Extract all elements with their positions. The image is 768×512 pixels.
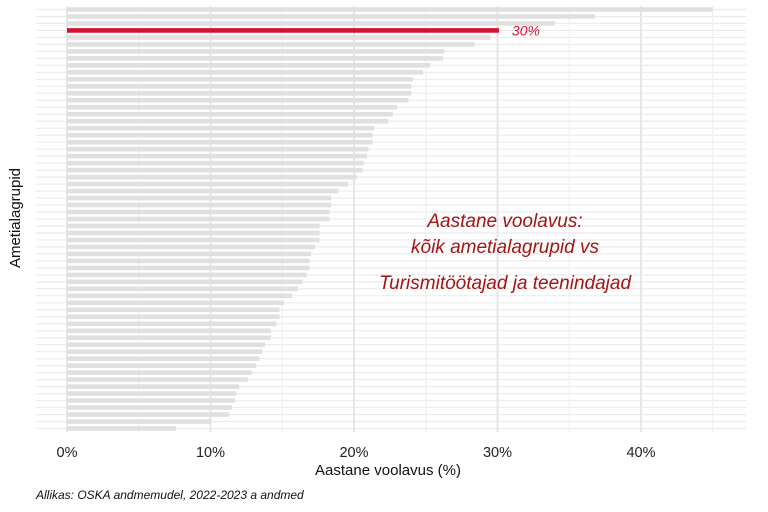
- x-tick-label: 0%: [57, 445, 78, 461]
- bar: [67, 111, 393, 117]
- x-tick-label: 40%: [626, 445, 655, 461]
- bar: [67, 153, 367, 159]
- source-caption: Allikas: OSKA andmemudel, 2022-2023 a an…: [35, 488, 304, 502]
- bar: [67, 398, 235, 403]
- bar: [67, 244, 316, 250]
- bar: [67, 223, 320, 229]
- annotation-line-1: Aastane voolavus:: [426, 211, 582, 232]
- x-tick-label: 30%: [483, 445, 512, 461]
- bar: [67, 391, 237, 396]
- y-axis-title: Ametialagrupid: [7, 168, 24, 268]
- bar: [67, 167, 363, 173]
- bar: [67, 49, 445, 54]
- bar: [67, 174, 357, 180]
- annotation-line-2: kõik ametialagrupid vs: [411, 237, 599, 258]
- bar: [67, 21, 555, 26]
- bar: [67, 405, 233, 410]
- bar: [67, 419, 211, 424]
- bar: [67, 63, 431, 68]
- bar: [67, 286, 299, 292]
- bar: [67, 181, 349, 187]
- bar: [67, 251, 311, 257]
- bar: [67, 412, 230, 417]
- bar: [67, 97, 409, 103]
- bar: [67, 146, 369, 152]
- bar: [67, 84, 412, 89]
- bar: [67, 70, 423, 75]
- bar: [67, 237, 320, 243]
- bar: [67, 132, 373, 138]
- bar: [67, 293, 293, 299]
- bar: [67, 230, 320, 236]
- bar: [67, 314, 280, 320]
- bar: [67, 258, 310, 264]
- bars-layer: [67, 7, 713, 431]
- bar: [67, 384, 240, 389]
- bar: [67, 195, 332, 201]
- bar: [67, 328, 271, 334]
- bar: [67, 188, 339, 194]
- bar: [67, 160, 365, 166]
- bar: [67, 426, 177, 431]
- bar: [67, 125, 375, 131]
- bar: [67, 356, 260, 361]
- bar: [67, 349, 263, 354]
- bar: [67, 104, 398, 110]
- bar: [67, 90, 412, 96]
- bar: [67, 377, 248, 382]
- bar: [67, 56, 443, 61]
- bar: [67, 300, 284, 306]
- bar: [67, 370, 253, 375]
- bar: [67, 209, 330, 215]
- bar-highlight: [67, 28, 499, 33]
- bar: [67, 307, 280, 313]
- bar: [67, 14, 596, 19]
- bar: [67, 139, 373, 145]
- highlight-data-label: 30%: [512, 22, 540, 38]
- bar: [67, 272, 307, 278]
- bar: [67, 265, 310, 271]
- bar: [67, 35, 491, 40]
- bar: [67, 342, 266, 348]
- bar: [67, 335, 271, 341]
- x-axis-title: Aastane voolavus (%): [315, 462, 461, 479]
- bar: [67, 42, 475, 47]
- bar: [67, 321, 277, 327]
- bar: [67, 216, 330, 222]
- bar: [67, 202, 332, 208]
- annotation-line-3: Turismitöötajad ja teenindajad: [379, 273, 633, 294]
- bar: [67, 118, 389, 124]
- bar: [67, 279, 303, 285]
- bar: [67, 77, 413, 82]
- x-tick-label: 10%: [196, 445, 225, 461]
- x-tick-labels: 0% 10% 20% 30% 40%: [57, 445, 656, 461]
- bar: [67, 7, 713, 12]
- x-tick-label: 20%: [339, 445, 368, 461]
- bar: [67, 363, 257, 368]
